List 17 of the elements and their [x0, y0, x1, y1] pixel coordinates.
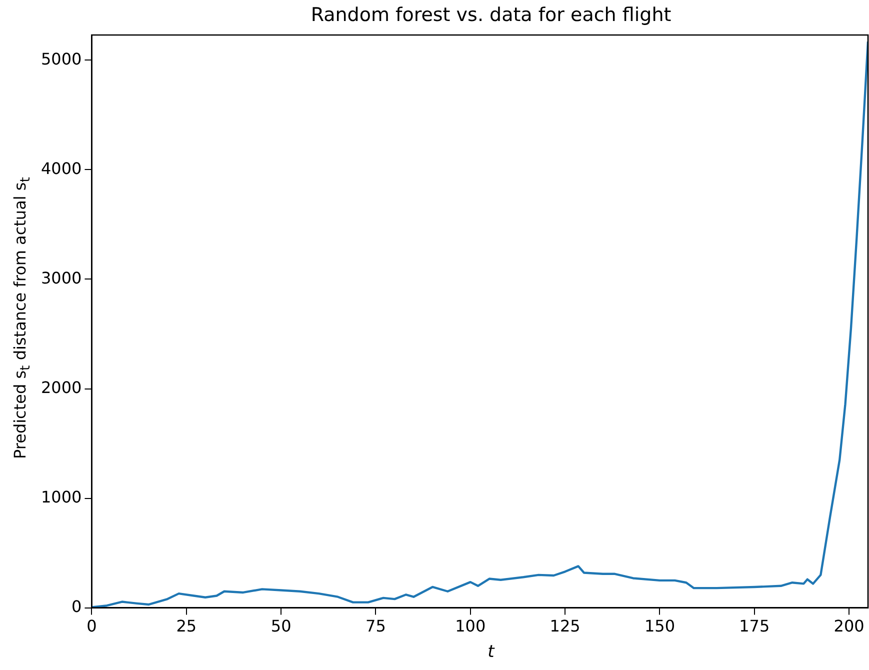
x-tick-label: 150 [644, 616, 676, 636]
x-tick-label: 200 [834, 616, 864, 636]
x-tick-label: 75 [366, 616, 386, 636]
y-tick-label: 1000 [41, 487, 82, 506]
y-tick-label: 5000 [41, 49, 82, 68]
x-tick-label: 0 [86, 616, 97, 636]
y-tick-label: 3000 [41, 268, 82, 288]
y-tick-label: 0 [72, 596, 82, 616]
x-tick-label: 50 [270, 616, 292, 636]
x-tick-label: 25 [176, 616, 197, 636]
y-tick-label: 2000 [41, 378, 82, 397]
x-tick-label: 175 [739, 616, 770, 636]
chart-title: Random forest vs. data for each flight [310, 4, 672, 26]
x-tick-label: 125 [550, 616, 580, 636]
x-tick-label: 100 [455, 616, 486, 636]
x-axis-title: t [486, 642, 496, 662]
y-tick-label: 4000 [41, 158, 82, 178]
